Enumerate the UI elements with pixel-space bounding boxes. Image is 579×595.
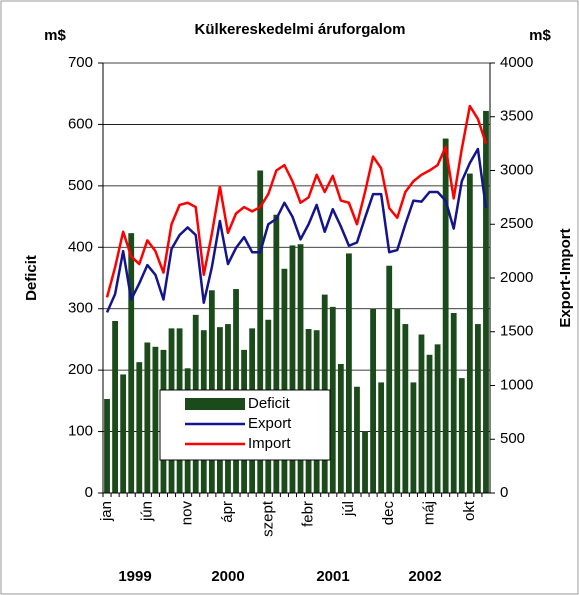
x-tick-label: szept [259,500,276,537]
y2-tick-label: 0 [500,484,508,501]
bar [136,362,143,493]
x-tick-label: okt [461,500,478,521]
line [105,147,488,313]
bar [120,374,127,493]
bar [370,308,376,493]
x-tick-label: dec [380,501,397,526]
y2-tick-label: 3500 [500,108,533,125]
y-tick-label: 600 [68,115,93,132]
bar [378,382,385,493]
bar [386,265,393,493]
x-tick-label: jan [98,501,115,522]
legend-swatch [185,398,245,410]
x-tick-label: febr [300,501,317,527]
chart-title: Külkereskedelmi áruforgalom [195,21,406,38]
bar [128,233,135,493]
y-tick-label: 500 [68,177,93,194]
x-tick-label: jún [138,501,155,522]
bar [475,324,481,493]
y2-unit: m$ [529,27,551,44]
y-axis-label: Deficit [23,255,40,301]
legend-label: Import [248,435,291,452]
legend-label: Deficit [248,395,291,412]
y-tick-label: 700 [68,54,93,71]
y2-tick-label: 2000 [500,269,533,286]
bar [466,173,473,494]
y-tick-label: 0 [85,484,93,501]
y-tick-label: 200 [68,361,93,378]
bar [152,346,159,493]
bar [450,313,457,493]
bar [402,324,409,493]
y2-tick-label: 2500 [500,215,533,232]
y-tick-label: 300 [68,300,93,317]
x-tick-label: ápr [219,501,236,523]
year-label: 2001 [316,568,349,585]
bar [354,386,360,493]
bar [329,306,336,493]
bar [144,342,151,493]
bar [362,431,368,493]
legend: Deficit Export Import [159,389,331,461]
year-label: 2000 [211,568,244,585]
bar [273,214,280,493]
legend-label: Export [248,415,292,432]
x-tick-label: nov [179,501,196,526]
bar [104,399,110,493]
y-tick-label: 400 [68,238,93,255]
year-label: 2002 [408,568,441,585]
line [105,104,488,298]
bar [112,321,118,493]
y2-tick-label: 4000 [500,54,533,71]
bar [337,364,344,493]
y-tick-label: 100 [68,423,93,440]
y2-axis-label: Export-Import [557,228,574,327]
y2-tick-label: 500 [500,430,525,447]
bar [434,344,441,493]
bar [297,244,304,493]
bar [394,308,401,493]
bar [281,268,288,493]
x-tick-label: júl [340,501,357,517]
bar [289,245,296,493]
y2-tick-label: 1000 [500,376,533,393]
bar [410,382,417,493]
x-tick-label: máj [421,501,438,525]
bar [257,170,264,493]
bar [346,253,352,493]
bar [426,354,433,493]
bar [458,378,465,493]
y-unit: m$ [44,27,66,44]
bar [483,110,489,494]
y2-tick-label: 3000 [500,161,533,178]
y2-tick-label: 1500 [500,323,533,340]
year-label: 1999 [118,568,151,585]
bar [418,334,425,493]
bar [442,138,449,494]
